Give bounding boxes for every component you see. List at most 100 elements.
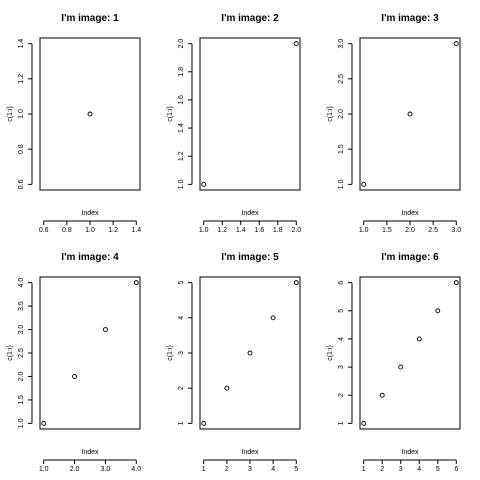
chart-5-y-tick-label: 5 xyxy=(178,281,185,285)
chart-1-x-tick-label: 1.4 xyxy=(131,227,141,234)
chart-1-x-tick-label: 1.2 xyxy=(108,227,118,234)
chart-1-y-axis-label: c(1:i) xyxy=(7,106,14,122)
chart-6-point xyxy=(416,336,422,342)
chart-4-frame xyxy=(39,276,141,430)
chart-5-x-tick-label: 1 xyxy=(202,466,206,473)
chart-5-x-axis-label: Index xyxy=(241,449,259,456)
chart-4-y-axis-label: c(1:i) xyxy=(7,345,14,361)
chart-6-y-tick-label: 2 xyxy=(338,393,345,397)
chart-6-y-tick-label: 3 xyxy=(338,365,345,369)
chart-4-point xyxy=(72,374,78,379)
chart-2-x-axis-label: Index xyxy=(241,210,259,217)
chart-1-x-tick-label: 1.0 xyxy=(85,227,95,234)
chart-3-y-tick-label: 2.5 xyxy=(338,74,345,84)
chart-6-x-tick-label: 4 xyxy=(417,466,421,473)
chart-4-x-tick-label: 4.0 xyxy=(131,466,141,473)
chart-4-point xyxy=(102,327,108,332)
chart-5-point xyxy=(293,280,299,286)
chart-2-x-tick-label: 1.8 xyxy=(273,227,283,234)
chart-2-x-tick-label: 1.4 xyxy=(236,227,246,234)
chart-2-point xyxy=(201,181,207,187)
chart-1-y-tick-label: 1.2 xyxy=(18,74,25,84)
chart-3-y-tick-label: 1.0 xyxy=(338,179,345,189)
chart-6-y-tick-label: 5 xyxy=(338,309,345,313)
chart-5-y-tick-label: 3 xyxy=(178,351,185,355)
chart-5-y-tick-label: 2 xyxy=(178,386,185,390)
chart-4-x-axis-label: Index xyxy=(81,449,99,456)
chart-2-y-tick-label: 1.4 xyxy=(178,123,185,133)
chart-5-x-tick-label: 4 xyxy=(271,466,275,473)
chart-3-point xyxy=(453,41,459,47)
chart-1-x-axis-label: Index xyxy=(81,210,99,217)
chart-4-y-tick-label: 3.5 xyxy=(18,301,25,311)
chart-5-point xyxy=(201,420,207,426)
chart-6-x-tick-label: 2 xyxy=(380,466,384,473)
chart-3-x-tick-label: 2.5 xyxy=(428,227,438,234)
chart-4-point xyxy=(133,280,139,286)
chart-5-point xyxy=(247,350,253,356)
chart-1-x-tick-label: 0.6 xyxy=(39,227,49,234)
chart-6-x-tick-label: 5 xyxy=(436,466,440,473)
chart-4-x-tick-label: 2.0 xyxy=(70,466,80,473)
chart-2-x-tick-label: 1.0 xyxy=(199,227,209,234)
chart-5-title: I'm image: 5 xyxy=(221,252,279,263)
chart-4-title: I'm image: 4 xyxy=(61,252,119,263)
chart-6-title: I'm image: 6 xyxy=(381,252,439,263)
chart-3-x-tick-label: 1.5 xyxy=(382,227,392,234)
chart-4-y-tick-label: 1.0 xyxy=(18,418,25,428)
chart-4-y-tick-label: 2.0 xyxy=(18,371,25,381)
chart-3-y-axis-label: c(1:i) xyxy=(327,106,334,122)
chart-1-x-tick-label: 0.8 xyxy=(62,227,72,234)
chart-4-y-tick-label: 4.0 xyxy=(18,278,25,288)
chart-5-y-tick-label: 1 xyxy=(178,421,185,425)
chart-6-y-tick-label: 1 xyxy=(338,421,345,425)
chart-6-point xyxy=(398,364,404,370)
chart-2-x-tick-label: 1.2 xyxy=(217,227,227,234)
chart-5-y-axis-label: c(1:i) xyxy=(167,345,174,361)
chart-6-x-tick-label: 1 xyxy=(362,466,366,473)
chart-5-point xyxy=(224,385,230,391)
chart-3-y-tick-label: 1.5 xyxy=(338,144,345,154)
chart-1-y-tick-label: 1.0 xyxy=(18,109,25,119)
chart-2-x-tick-label: 2.0 xyxy=(291,227,301,234)
chart-6-y-tick-label: 4 xyxy=(338,337,345,341)
chart-3-x-tick-label: 2.0 xyxy=(405,227,415,234)
chart-6-point xyxy=(435,308,441,314)
chart-3-frame xyxy=(359,37,461,191)
chart-3-title: I'm image: 3 xyxy=(381,13,439,24)
chart-5-x-tick-label: 2 xyxy=(225,466,229,473)
chart-2-x-tick-label: 1.6 xyxy=(254,227,264,234)
chart-5-point xyxy=(270,315,276,321)
chart-4: I'm image: 4 1.0 2.0 3.0 4.0 Index 1.0 1.5 2.0 2.… xyxy=(7,252,141,473)
chart-3: I'm image: 3 1.0 1.5 2.0 2.5 3.0 Index 1.0 1.5 2.… xyxy=(327,13,461,234)
chart-6: I'm image: 6 1 2 3 4 5 6 Index 1 2 3 4 5 6 c(1:i) xyxy=(327,252,461,473)
chart-1-point xyxy=(87,111,93,117)
chart-6-frame xyxy=(359,276,461,430)
chart-2: I'm image: 2 1.0 1.2 1.4 1.6 1.8 2.0 Index 1.0 1.… xyxy=(167,13,301,234)
chart-2-y-tick-label: 2.0 xyxy=(178,39,185,49)
chart-2-y-tick-label: 1.0 xyxy=(178,179,185,189)
chart-2-y-tick-label: 1.2 xyxy=(178,151,185,161)
chart-6-x-tick-label: 3 xyxy=(399,466,403,473)
chart-5-x-tick-label: 3 xyxy=(248,466,252,473)
chart-3-x-tick-label: 3.0 xyxy=(451,227,461,234)
chart-2-y-tick-label: 1.8 xyxy=(178,67,185,77)
chart-1: I'm image: 1 0.6 0.8 1.0 1.2 1.4 Index 0.6 0.8 1.… xyxy=(7,13,141,234)
chart-2-frame xyxy=(199,37,301,191)
chart-4-point xyxy=(41,420,47,426)
chart-3-x-axis-label: Index xyxy=(401,210,419,217)
chart-4-y-tick-label: 1.5 xyxy=(18,395,25,405)
chart-1-y-tick-label: 1.4 xyxy=(18,39,25,49)
chart-1-frame xyxy=(39,37,141,191)
chart-2-title: I'm image: 2 xyxy=(221,13,279,24)
chart-3-point xyxy=(407,111,413,117)
chart-6-y-tick-label: 6 xyxy=(338,281,345,285)
chart-3-y-tick-label: 3.0 xyxy=(338,39,345,49)
chart-3-point xyxy=(361,181,367,187)
chart-5-y-tick-label: 4 xyxy=(178,316,185,320)
chart-1-y-tick-label: 0.6 xyxy=(18,179,25,189)
chart-4-y-tick-label: 3.0 xyxy=(18,325,25,335)
chart-5-frame xyxy=(199,276,301,430)
